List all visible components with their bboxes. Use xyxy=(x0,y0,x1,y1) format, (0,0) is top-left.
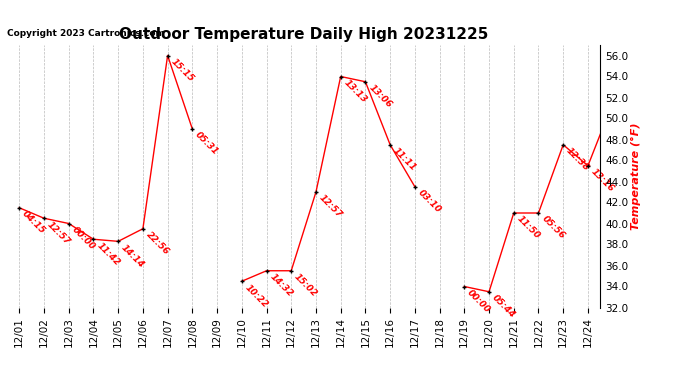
Text: 12:57: 12:57 xyxy=(317,194,344,220)
Text: 05:56: 05:56 xyxy=(540,214,566,241)
Title: Outdoor Temperature Daily High 20231225: Outdoor Temperature Daily High 20231225 xyxy=(119,27,489,42)
Text: 22:39: 22:39 xyxy=(0,374,1,375)
Text: 00:00: 00:00 xyxy=(70,225,97,252)
Text: Copyright 2023 Cartronics.com: Copyright 2023 Cartronics.com xyxy=(7,29,165,38)
Text: 10:22: 10:22 xyxy=(243,283,270,309)
Point xyxy=(63,220,75,226)
Point xyxy=(509,210,520,216)
Point xyxy=(112,238,124,244)
Text: 14:14: 14:14 xyxy=(119,243,146,269)
Point xyxy=(310,189,322,195)
Text: 05:31: 05:31 xyxy=(194,130,220,157)
Point xyxy=(459,284,470,290)
Point xyxy=(39,215,50,221)
Point xyxy=(607,100,618,106)
Point xyxy=(88,236,99,242)
Text: 00:00: 00:00 xyxy=(466,288,492,315)
Point xyxy=(14,205,25,211)
Point xyxy=(484,289,495,295)
Text: 13:16: 13:16 xyxy=(589,167,616,194)
Text: 03:10: 03:10 xyxy=(416,188,443,215)
Point xyxy=(261,268,272,274)
Point xyxy=(137,226,148,232)
Text: 11:42: 11:42 xyxy=(95,241,121,267)
Text: 13:13: 13:13 xyxy=(342,78,368,105)
Text: 04:15: 04:15 xyxy=(21,209,47,236)
Point xyxy=(162,53,173,58)
Point xyxy=(582,163,593,169)
Point xyxy=(187,126,198,132)
Point xyxy=(533,210,544,216)
Point xyxy=(335,74,346,80)
Point xyxy=(409,184,420,190)
Text: 15:02: 15:02 xyxy=(293,272,319,299)
Text: 12:38: 12:38 xyxy=(564,146,591,173)
Text: 11:50: 11:50 xyxy=(515,214,542,241)
Point xyxy=(236,278,247,284)
Text: 05:44: 05:44 xyxy=(491,293,517,320)
Text: 22:56: 22:56 xyxy=(144,230,171,257)
Text: 12:57: 12:57 xyxy=(46,220,72,246)
Text: 11:11: 11:11 xyxy=(391,146,418,173)
Point xyxy=(558,142,569,148)
Point xyxy=(286,268,297,274)
Point xyxy=(360,79,371,85)
Point xyxy=(384,142,395,148)
Text: 15:15: 15:15 xyxy=(169,57,195,84)
Y-axis label: Temperature (°F): Temperature (°F) xyxy=(631,123,641,230)
Text: 14:32: 14:32 xyxy=(268,272,295,299)
Text: 13:06: 13:06 xyxy=(367,83,393,110)
